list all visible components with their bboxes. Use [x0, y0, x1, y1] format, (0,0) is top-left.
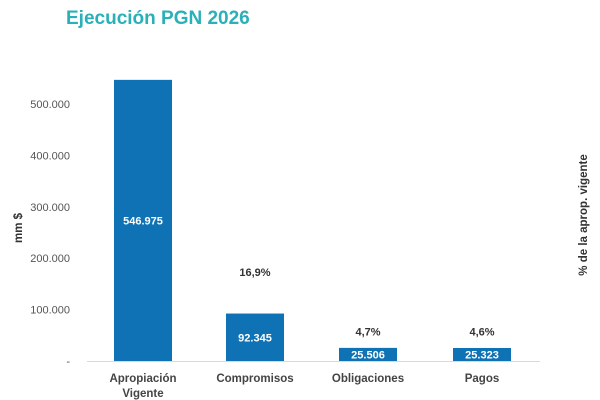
- bar-1: [114, 79, 172, 361]
- bar-value-label: 25.506: [351, 349, 385, 361]
- percent-label: 4,6%: [469, 327, 494, 339]
- x-tick-label: Obligaciones: [332, 373, 404, 385]
- x-tick-label: Compromisos: [216, 373, 293, 385]
- percent-label: 4,7%: [355, 326, 380, 338]
- y-tick-label: 200.000: [30, 253, 70, 265]
- y2-axis-label: % de la aprop. vigente: [578, 154, 590, 275]
- bar-value-label: 92.345: [238, 332, 272, 344]
- y-tick-label: 400.000: [30, 150, 70, 162]
- percent-label: 16,9%: [239, 267, 270, 279]
- x-tick-label: Vigente: [122, 388, 163, 400]
- bar-value-label: 546.975: [123, 215, 163, 227]
- bar-4: [453, 347, 511, 361]
- bar-3: [339, 347, 397, 361]
- bar-value-label: 25.323: [465, 349, 499, 361]
- y-tick-label: 100.000: [30, 305, 70, 317]
- y-axis-label: mm $: [13, 212, 25, 243]
- x-tick-label: Pagos: [465, 373, 500, 385]
- y-tick-label: 300.000: [30, 202, 70, 214]
- x-tick-label: Apropiación: [109, 373, 176, 385]
- y-tick-label: 500.000: [30, 99, 70, 111]
- bar-2: [226, 313, 284, 361]
- y-tick-label: -: [66, 356, 70, 368]
- chart-title: Ejecución PGN 2026: [66, 8, 250, 29]
